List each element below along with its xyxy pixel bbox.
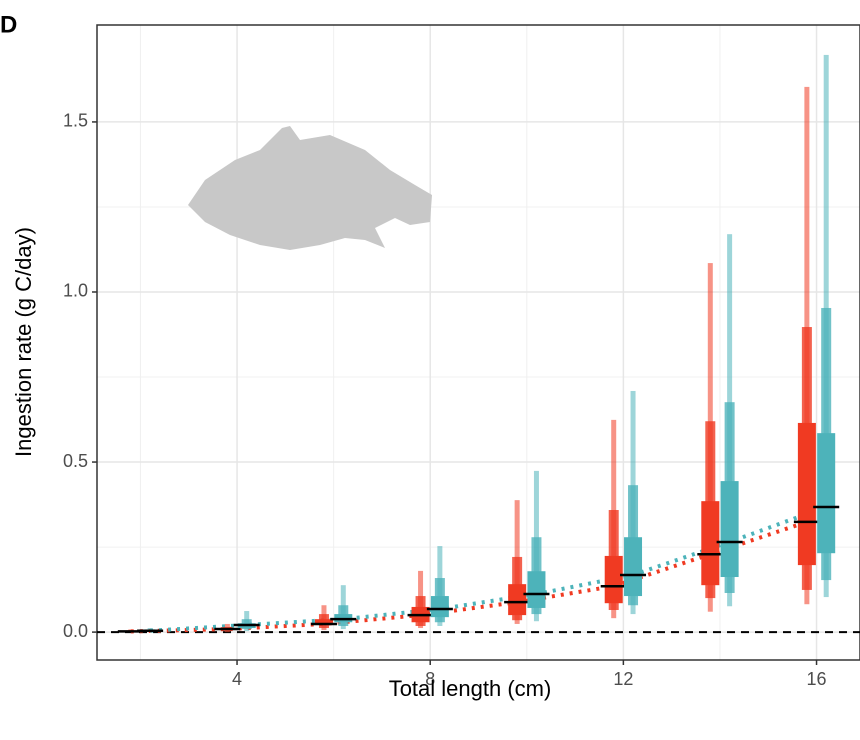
y-axis-title: Ingestion rate (g C/day)	[11, 227, 36, 457]
y-tick-label: 1.5	[63, 111, 88, 131]
x-tick-label: 16	[807, 669, 827, 689]
interval-50	[701, 501, 720, 586]
interval-50	[508, 584, 527, 616]
interval-50	[527, 571, 546, 608]
x-tick-label: 12	[613, 669, 633, 689]
plot-layer	[96, 24, 860, 661]
fish-silhouette	[188, 126, 432, 250]
x-tick-label: 4	[232, 669, 242, 689]
y-tick-label: 0.5	[63, 451, 88, 471]
interval-50	[604, 555, 623, 604]
interval-50	[624, 537, 643, 597]
interval-50	[430, 596, 449, 618]
interval-50	[797, 422, 816, 566]
x-axis-title: Total length (cm)	[389, 676, 552, 701]
y-tick-label: 1.0	[63, 281, 88, 301]
interval-50	[817, 433, 836, 554]
interval-50	[720, 481, 739, 578]
panel-label: D	[0, 11, 17, 38]
interval-50	[314, 619, 333, 625]
panel-border	[96, 24, 860, 661]
y-tick-label: 0.0	[63, 621, 88, 641]
x-tick-label: 8	[425, 669, 435, 689]
